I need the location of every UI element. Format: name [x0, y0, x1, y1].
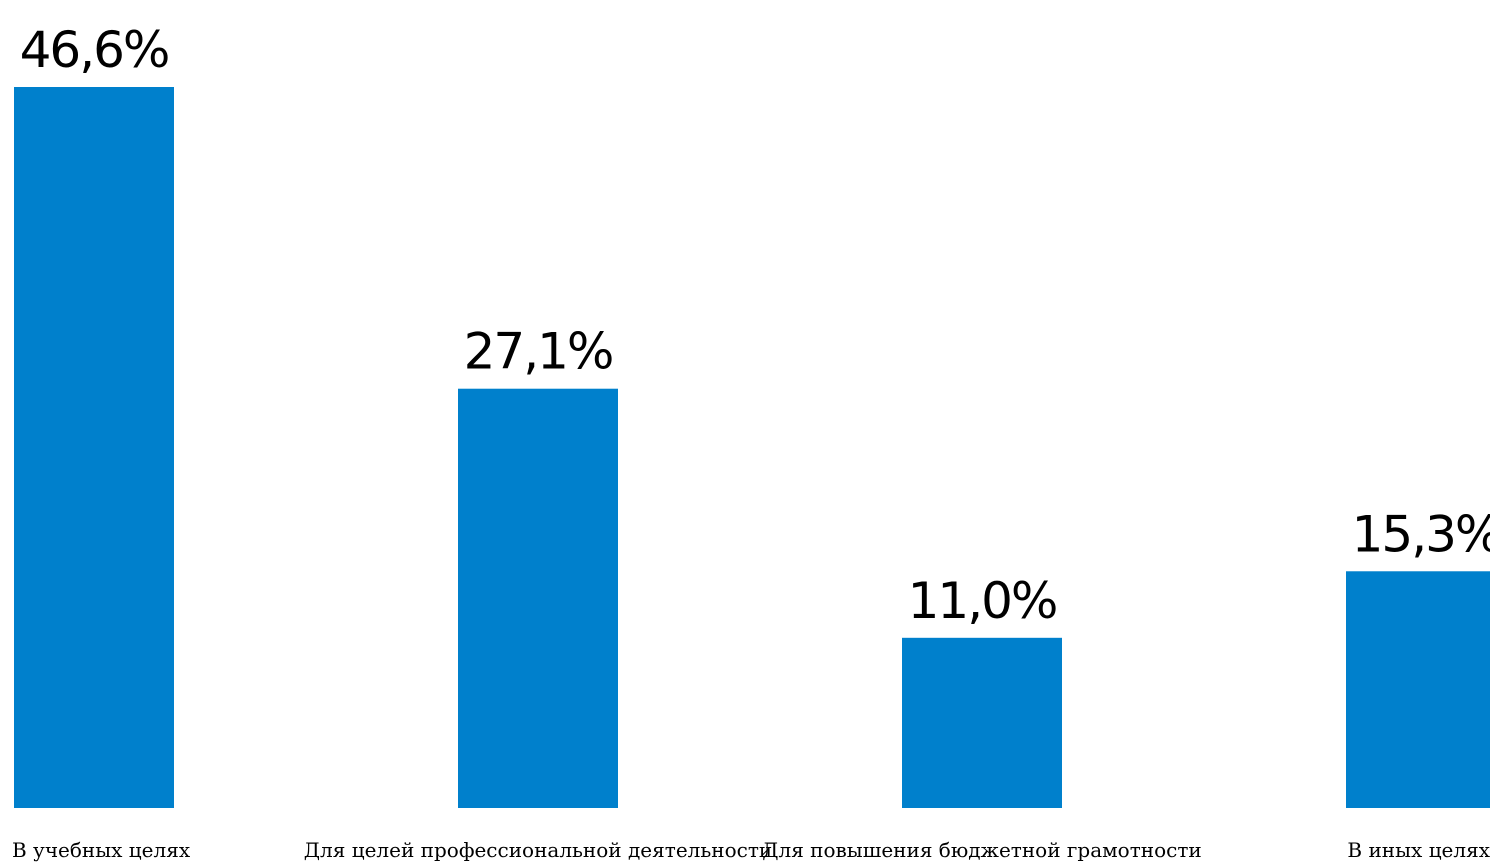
category-label-3: Для повышения бюджетной грамотности	[762, 838, 1202, 862]
category-label-4: В иных целях	[1347, 838, 1490, 862]
bars-layer	[14, 87, 1490, 808]
value-label-2: 27,1%	[464, 323, 613, 381]
category-label-1: В учебных целях	[12, 838, 191, 862]
bar-2	[458, 388, 618, 808]
bar-1	[14, 87, 174, 808]
category-label-2: Для целей профессиональной деятельности	[304, 838, 772, 862]
value-label-3: 11,0%	[908, 572, 1057, 630]
category-labels-layer: В учебных целях Для целей профессионально…	[12, 838, 1490, 862]
bar-3	[902, 637, 1062, 808]
value-label-4: 15,3%	[1352, 505, 1490, 563]
value-labels-layer: 46,6% 27,1% 11,0% 15,3%	[20, 21, 1490, 630]
bar-4	[1346, 571, 1490, 808]
value-label-1: 46,6%	[20, 21, 169, 79]
